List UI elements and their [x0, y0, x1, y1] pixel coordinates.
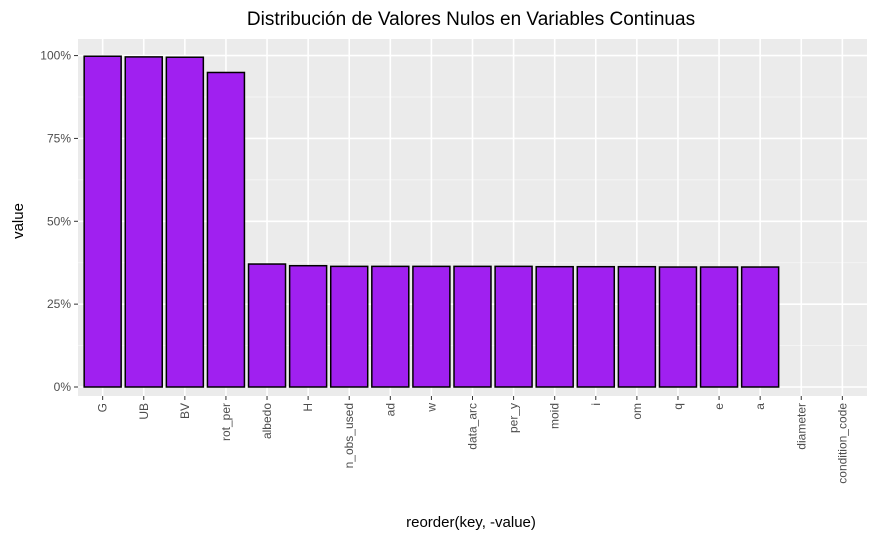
- x-tick-label: data_arc: [466, 403, 480, 450]
- x-tick-label: e: [712, 403, 726, 410]
- x-tick-label: moid: [548, 403, 562, 429]
- bar-w: [412, 265, 451, 388]
- x-tick-label: per_y: [507, 403, 521, 433]
- x-tick-label: a: [753, 403, 767, 410]
- bar-e: [699, 266, 739, 388]
- x-tick-label: i: [589, 403, 603, 406]
- bar-H: [288, 264, 328, 388]
- bar-q: [658, 266, 698, 388]
- x-tick-label: albedo: [260, 403, 274, 439]
- bar-n_obs_used: [329, 265, 369, 388]
- bar-moid: [535, 265, 574, 388]
- x-tick-label: q: [671, 403, 685, 410]
- x-tick-label: H: [301, 403, 315, 412]
- bar-BV: [165, 56, 205, 388]
- bar-per_y: [494, 265, 533, 388]
- x-tick-label: UB: [137, 403, 151, 420]
- bar-i: [576, 265, 616, 388]
- x-tick-label: G: [96, 403, 110, 412]
- y-axis: 0% 25% 50% 75% 100%: [40, 49, 78, 394]
- y-axis-title: value: [10, 203, 27, 239]
- bar-a: [740, 266, 780, 388]
- bar-ad: [371, 265, 410, 388]
- x-tick-label: condition_code: [835, 403, 849, 484]
- bars-group: [83, 55, 780, 388]
- x-tick-label: rot_per: [219, 403, 233, 441]
- y-tick-label: 75%: [47, 131, 71, 145]
- x-tick-label: BV: [178, 403, 192, 419]
- x-tick-label: om: [630, 403, 644, 420]
- bar-data_arc: [453, 265, 492, 388]
- bar-om: [617, 265, 657, 388]
- chart-title: Distribución de Valores Nulos en Variabl…: [247, 9, 695, 30]
- bar-albedo: [247, 263, 287, 388]
- y-tick-label: 25%: [47, 297, 71, 311]
- x-tick-label: diameter: [794, 403, 808, 450]
- bar-rot_per: [206, 71, 246, 388]
- bar-UB: [124, 56, 163, 388]
- y-tick-label: 50%: [47, 214, 71, 228]
- x-tick-label: n_obs_used: [342, 403, 356, 468]
- x-tick-label: ad: [383, 403, 397, 416]
- x-axis-title: reorder(key, -value): [406, 514, 536, 531]
- x-tick-label: w: [424, 403, 438, 413]
- y-tick-label: 100%: [40, 49, 71, 63]
- bar-G: [83, 55, 122, 388]
- y-tick-label: 0%: [54, 380, 72, 394]
